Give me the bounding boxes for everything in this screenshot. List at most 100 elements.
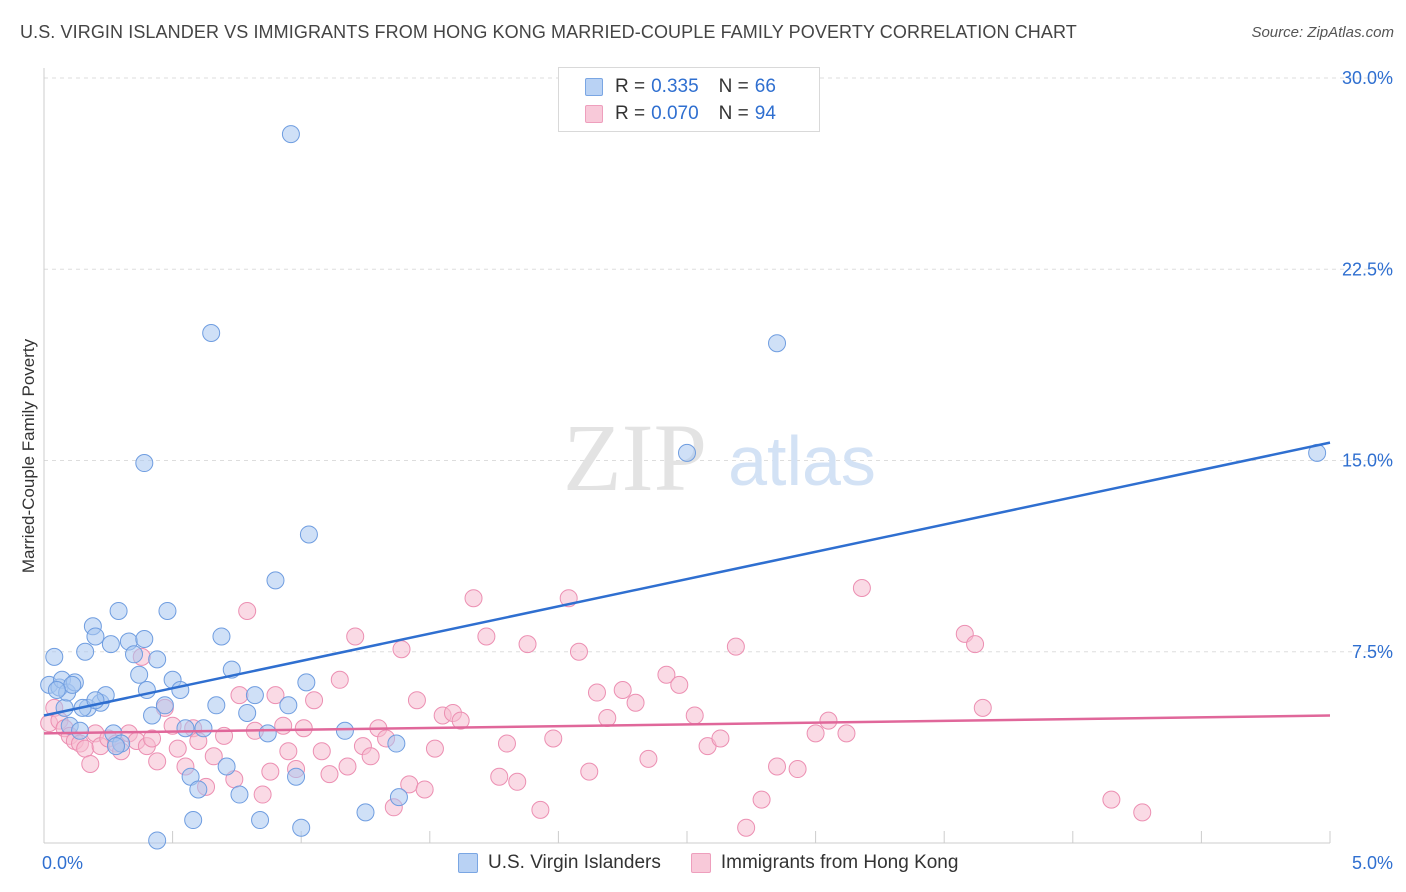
- data-point-virgin-islanders: [768, 334, 787, 353]
- data-point-hong-kong: [346, 627, 365, 646]
- legend-row-hong-kong: R = 0.070 N = 94: [585, 101, 776, 127]
- data-point-virgin-islanders: [107, 737, 126, 756]
- bottom-legend-virgin-islanders: U.S. Virgin Islanders: [458, 852, 661, 874]
- data-point-hong-kong: [613, 681, 632, 699]
- data-point-virgin-islanders: [148, 650, 167, 669]
- data-point-hong-kong: [657, 665, 676, 684]
- data-point-virgin-islanders: [202, 324, 221, 342]
- data-point-hong-kong: [752, 790, 771, 809]
- legend-row-virgin-islanders: R = 0.335 N = 66: [585, 74, 776, 100]
- data-point-hong-kong: [305, 691, 324, 710]
- legend-n-value: 94: [754, 103, 776, 124]
- data-point-hong-kong: [407, 691, 426, 710]
- data-point-hong-kong: [451, 711, 470, 730]
- data-point-hong-kong: [425, 739, 444, 758]
- y-tick-label: 22.5%: [1342, 259, 1393, 279]
- data-point-virgin-islanders: [184, 811, 203, 830]
- data-point-hong-kong: [1102, 790, 1121, 809]
- data-point-hong-kong: [580, 762, 599, 781]
- data-point-virgin-islanders: [212, 627, 231, 646]
- data-point-virgin-islanders: [109, 601, 128, 620]
- data-point-virgin-islanders: [245, 686, 264, 705]
- x-tick-label: 5.0%: [1352, 853, 1393, 873]
- data-point-hong-kong: [973, 698, 992, 717]
- data-point-hong-kong: [788, 760, 807, 779]
- data-point-virgin-islanders: [335, 721, 354, 740]
- watermark-atlas: atlas: [728, 422, 876, 500]
- data-point-virgin-islanders: [281, 125, 300, 144]
- data-point-hong-kong: [279, 742, 298, 761]
- data-point-hong-kong: [768, 757, 787, 776]
- data-point-virgin-islanders: [155, 696, 174, 715]
- data-point-virgin-islanders: [125, 645, 144, 664]
- data-point-virgin-islanders: [130, 665, 149, 684]
- data-point-hong-kong: [569, 642, 588, 661]
- tick-labels: 7.5% 15.0% 22.5% 30.0% 0.0% 5.0%: [42, 68, 1393, 873]
- legend-r-value: 0.070: [651, 103, 699, 124]
- data-point-virgin-islanders: [135, 454, 154, 473]
- data-point-hong-kong: [737, 818, 756, 837]
- y-tick-label: 7.5%: [1352, 642, 1393, 662]
- data-point-hong-kong: [966, 635, 985, 654]
- data-point-hong-kong: [392, 640, 411, 659]
- data-point-hong-kong: [477, 627, 496, 646]
- data-point-virgin-islanders: [63, 675, 82, 694]
- data-point-virgin-islanders: [389, 788, 408, 807]
- data-point-virgin-islanders: [297, 673, 316, 692]
- data-point-hong-kong: [148, 752, 167, 771]
- legend-r-label: R =: [615, 76, 646, 97]
- data-point-virgin-islanders: [45, 647, 64, 666]
- legend-swatch-blue: [585, 78, 603, 96]
- legend-swatch-pink: [585, 105, 603, 123]
- data-point-virgin-islanders: [217, 757, 236, 776]
- legend: R = 0.335 N = 66 R = 0.070 N = 94: [558, 67, 820, 132]
- data-point-virgin-islanders: [258, 724, 277, 743]
- y-tick-label: 30.0%: [1342, 68, 1393, 88]
- data-point-virgin-islanders: [189, 780, 208, 799]
- data-point-hong-kong: [497, 734, 516, 753]
- legend-n-label: N =: [718, 103, 749, 124]
- data-point-hong-kong: [544, 729, 563, 748]
- bottom-legend: U.S. Virgin Islanders Immigrants from Ho…: [458, 852, 988, 874]
- data-point-hong-kong: [253, 785, 272, 804]
- series-hong-kong-points: [40, 579, 1152, 837]
- data-point-hong-kong: [685, 706, 704, 725]
- data-point-hong-kong: [338, 757, 357, 776]
- data-point-virgin-islanders: [135, 630, 154, 648]
- chart-title: U.S. VIRGIN ISLANDER VS IMMIGRANTS FROM …: [20, 22, 1077, 42]
- chart-source: Source: ZipAtlas.com: [1251, 24, 1394, 41]
- data-point-virgin-islanders: [287, 767, 306, 786]
- legend-r-label: R =: [615, 103, 646, 124]
- trend-line-virgin-islanders: [43, 441, 1331, 717]
- data-point-hong-kong: [143, 729, 162, 748]
- data-point-hong-kong: [464, 589, 483, 608]
- trend-line-hong-kong: [43, 714, 1331, 735]
- data-point-hong-kong: [598, 709, 617, 728]
- legend-n-label: N =: [718, 76, 749, 97]
- data-point-virgin-islanders: [356, 803, 375, 822]
- data-point-hong-kong: [294, 719, 313, 738]
- y-tick-label: 15.0%: [1342, 451, 1393, 471]
- trend-lines: [43, 441, 1331, 735]
- data-point-hong-kong: [168, 739, 187, 758]
- bottom-legend-swatch-blue: [458, 853, 478, 873]
- data-point-virgin-islanders: [678, 443, 696, 462]
- data-point-virgin-islanders: [387, 734, 406, 753]
- data-point-hong-kong: [852, 579, 871, 597]
- data-point-hong-kong: [238, 601, 257, 620]
- data-point-hong-kong: [76, 739, 95, 758]
- data-point-hong-kong: [639, 749, 658, 768]
- data-point-virgin-islanders: [148, 831, 167, 850]
- data-point-virgin-islanders: [101, 635, 120, 654]
- data-point-virgin-islanders: [47, 681, 66, 699]
- data-point-hong-kong: [531, 800, 550, 819]
- data-point-virgin-islanders: [230, 785, 249, 804]
- axes: [43, 68, 1331, 844]
- data-point-virgin-islanders: [266, 571, 285, 590]
- data-point-hong-kong: [626, 693, 645, 712]
- data-point-hong-kong: [320, 765, 339, 784]
- data-point-hong-kong: [819, 711, 838, 730]
- data-point-virgin-islanders: [299, 525, 318, 544]
- data-point-hong-kong: [261, 762, 280, 781]
